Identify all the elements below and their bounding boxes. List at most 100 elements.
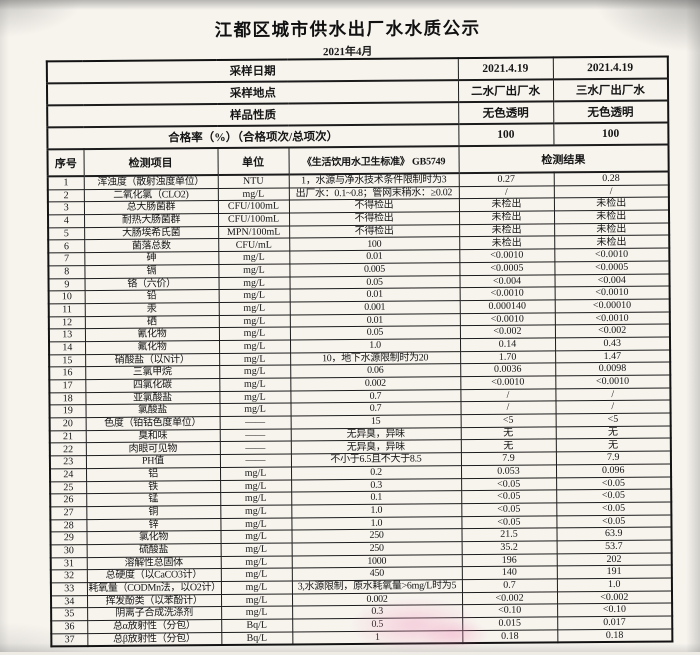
row-number-cell: 17: [49, 379, 86, 393]
item-name-cell: 二氧化氯（CLO2): [83, 188, 218, 202]
unit-cell: ——: [219, 416, 291, 430]
result-plant3-cell: <5: [555, 413, 671, 427]
result-plant2-cell: <0.004: [459, 274, 555, 288]
row-number-cell: 33: [50, 582, 87, 596]
result-plant3-cell: <0.00010: [554, 298, 670, 313]
result-plant2-cell: <5: [460, 413, 556, 428]
item-name-cell: 总硬度（以CaCO3计）: [86, 568, 221, 583]
row-number-cell: 29: [50, 531, 87, 545]
item-name-cell: 锌: [86, 518, 221, 532]
result-plant3-cell: <0.004: [554, 273, 670, 288]
unit-cell: CFU/100mL: [218, 213, 290, 227]
item-name-cell: 臭和味: [85, 429, 220, 444]
result-plant3-cell: 未检出: [554, 235, 670, 250]
result-plant2-cell: <0.0010: [459, 249, 555, 263]
info-value-plant2: 二水厂出厂水: [457, 79, 554, 103]
item-name-cell: 耐热大肠菌群: [84, 213, 219, 228]
info-value-plant3: 三水厂出厂水: [552, 78, 669, 102]
item-name-cell: 砷: [84, 251, 219, 266]
row-number-cell: 1: [47, 176, 84, 190]
result-plant2-cell: 0.0036: [460, 363, 556, 377]
row-number-cell: 16: [49, 366, 86, 380]
result-plant3-cell: 未检出: [554, 222, 670, 237]
result-plant3-cell: <0.05: [556, 501, 672, 516]
unit-cell: mg/L: [219, 403, 291, 417]
unit-cell: mg/L: [217, 187, 289, 201]
unit-cell: mg/L: [220, 580, 292, 595]
unit-cell: Bq/L: [221, 631, 293, 646]
result-plant2-cell: <0.05: [461, 515, 557, 529]
result-plant2-cell: <0.002: [459, 325, 555, 339]
info-label: 样品性质: [47, 102, 459, 128]
unit-cell: mg/L: [220, 555, 292, 569]
item-name-cell: 总大肠菌群: [83, 200, 219, 215]
result-plant2-cell: <0.0010: [459, 312, 555, 326]
unit-cell: mg/L: [219, 352, 291, 366]
result-plant3-cell: <0.0010: [554, 248, 670, 262]
row-number-cell: 10: [48, 290, 85, 304]
row-number-cell: 9: [48, 278, 85, 292]
unit-cell: mg/L: [219, 466, 292, 481]
row-number-cell: 8: [48, 265, 85, 279]
row-number-cell: 21: [49, 430, 86, 444]
row-number-cell: 11: [48, 303, 85, 317]
item-name-cell: 肉眼可见物: [85, 441, 220, 456]
result-plant2-cell: 无: [460, 426, 556, 441]
result-plant3-cell: 0.43: [554, 336, 671, 351]
result-plant3-cell: <0.002: [554, 324, 670, 338]
row-number-cell: 26: [50, 493, 87, 507]
result-plant3-cell: <0.0010: [554, 286, 670, 300]
row-number-cell: 6: [48, 240, 85, 253]
item-name-cell: 氟化物: [85, 340, 220, 355]
item-name-cell: 汞: [84, 302, 219, 317]
unit-cell: mg/L: [219, 365, 291, 379]
result-plant2-cell: <0.05: [461, 477, 557, 491]
item-name-cell: 三氯甲烷: [85, 365, 220, 380]
item-name-cell: 菌落总数: [84, 238, 219, 253]
result-plant2-cell: 无: [460, 439, 556, 453]
unit-cell: mg/L: [220, 542, 292, 557]
unit-cell: mg/L: [220, 530, 292, 544]
info-label: 采样日期: [46, 58, 458, 84]
item-name-cell: PH值: [85, 454, 220, 469]
standard-limit-cell: 3,水源限制，原水耗氧量>6mg/L时为5: [291, 579, 462, 594]
result-plant3-cell: <0.002: [556, 590, 673, 605]
row-number-cell: 20: [49, 417, 86, 431]
col-header-unit: 单位: [217, 147, 289, 176]
row-number-cell: 12: [48, 316, 85, 330]
result-plant2-cell: /: [460, 388, 556, 403]
result-plant2-cell: 0.27: [458, 172, 554, 187]
water-quality-table: 采样日期 2021.4.19 2021.4.19 采样地点 二水厂出厂水 三水厂…: [45, 55, 674, 648]
unit-cell: mg/L: [218, 327, 290, 341]
result-plant2-cell: 0.14: [459, 337, 556, 352]
result-plant2-cell: 21.5: [461, 528, 557, 542]
info-value-plant3: 100: [553, 122, 669, 146]
standard-limit-cell: 出厂水：0.1~0.8；管网末稍水：≥0.02: [288, 186, 459, 201]
unit-cell: mg/L: [219, 390, 291, 404]
item-name-cell: 铬（六价）: [84, 277, 219, 291]
item-name-cell: 镉: [84, 264, 219, 279]
info-value-plant2: 无色透明: [458, 101, 554, 125]
unit-cell: ——: [219, 428, 291, 442]
result-plant2-cell: 0.000140: [459, 299, 555, 314]
unit-cell: mg/L: [220, 479, 292, 493]
item-name-cell: 硫酸盐: [86, 543, 221, 558]
unit-cell: CFU/mL: [218, 238, 290, 252]
result-plant2-cell: 1.70: [460, 350, 556, 364]
info-label: 采样地点: [46, 80, 459, 106]
item-name-cell: 溶解性总固体: [86, 556, 221, 570]
info-value-plant2: 100: [458, 123, 554, 147]
unit-cell: mg/L: [218, 339, 291, 354]
result-plant3-cell: 0.0098: [555, 362, 671, 376]
row-number-cell: 18: [49, 392, 86, 406]
item-name-cell: 浑浊度（散射浊度单位）: [83, 175, 218, 190]
item-name-cell: 总α放射性（分包）: [87, 619, 222, 634]
result-plant2-cell: <0.0005: [459, 261, 555, 276]
parameters-section: 1 浑浊度（散射浊度单位） NTU 1，水源与净水技术条件限制时为3 0.27 …: [47, 171, 673, 647]
row-number-cell: 4: [48, 214, 85, 228]
result-plant3-cell: 0.18: [557, 628, 673, 643]
item-name-cell: 色度（铂钴色度单位）: [85, 416, 220, 431]
col-header-result: 检测结果: [458, 144, 669, 174]
